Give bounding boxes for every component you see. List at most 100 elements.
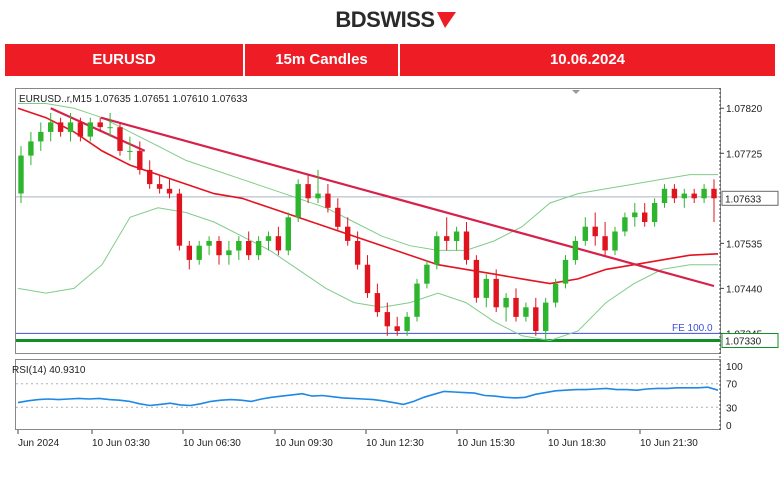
brand-arrow-icon [437, 12, 456, 28]
candle-body [265, 236, 272, 241]
candle-body [444, 236, 450, 241]
candle-body [642, 212, 648, 222]
y-tick-label: 1.07535 [726, 239, 763, 250]
candle-body [661, 188, 668, 203]
fe-level-label: FE 100.0 [672, 323, 713, 334]
candle-body [216, 241, 222, 256]
candle-body [18, 155, 24, 194]
candle-body [572, 241, 579, 260]
candle-body [434, 236, 440, 265]
candle-body [513, 297, 519, 317]
candle-body [503, 297, 509, 308]
candle-body [582, 226, 588, 241]
rsi-line [17, 386, 719, 407]
price-legend: EURUSD..r,M15 1.07635 1.07651 1.07610 1.… [19, 94, 248, 105]
candle-body [147, 169, 153, 185]
price-tag-label: 1.07633 [725, 194, 762, 205]
candle-body [137, 150, 143, 170]
price-tag-box [721, 190, 779, 206]
candle-body [364, 264, 371, 294]
price-tag-box [721, 333, 779, 349]
candle-body [127, 150, 133, 152]
candle-body [236, 241, 242, 251]
candle-body [77, 122, 84, 137]
moving-average-line [17, 107, 719, 285]
candle-body [394, 326, 400, 331]
candle-body [87, 122, 93, 137]
candle-body [156, 184, 163, 189]
fan-line [50, 107, 146, 152]
candle-body [671, 188, 678, 199]
rsi-legend: RSI(14) 40.9310 [12, 365, 86, 376]
candle-body [335, 207, 341, 227]
banner-date: 10.06.2024 [549, 51, 626, 68]
candle-body [97, 122, 103, 128]
banner-timeframe: 15m Candles [245, 44, 400, 76]
x-tick-label: Jun 2024 [18, 438, 60, 449]
price-tag: 1.07633 [721, 190, 779, 206]
candle-body [612, 231, 618, 251]
rsi-tick-label: 0 [726, 421, 732, 432]
candle-body [533, 307, 539, 331]
candle-body [424, 264, 430, 284]
candle-body [473, 259, 480, 298]
chart-info-banner: EURUSD 15m Candles 10.06.2024 [5, 44, 775, 76]
candle-body [117, 127, 123, 151]
x-tick-label: 10 Jun 21:30 [640, 438, 698, 449]
candle-body [226, 250, 232, 256]
candle-body [592, 226, 598, 237]
candle-body [305, 184, 311, 199]
x-tick-label: 10 Jun 12:30 [366, 438, 424, 449]
candle-body [166, 188, 173, 194]
candle-body [711, 188, 717, 199]
candle-body [384, 312, 390, 327]
candle-body [186, 245, 192, 260]
brand-logo-text: BDSWISS [335, 7, 434, 32]
candle-body [453, 231, 460, 241]
descending-trendline [100, 116, 715, 288]
x-tick-label: 10 Jun 09:30 [275, 438, 333, 449]
candle-body [315, 193, 321, 199]
candle-body [602, 236, 608, 251]
x-tick-label: 10 Jun 03:30 [92, 438, 150, 449]
y-tick-label: 1.07820 [726, 104, 763, 115]
y-tick-label: 1.07440 [726, 284, 763, 295]
candle-body [325, 193, 331, 208]
candle-body [701, 188, 707, 199]
candle-body [275, 236, 282, 251]
candle-body [651, 203, 658, 222]
bollinger-upper-line [18, 103, 718, 251]
candle-body [255, 241, 262, 256]
candle-body [552, 283, 559, 303]
candle-body [246, 241, 252, 256]
candle-body [622, 217, 628, 232]
candle-body [48, 122, 54, 132]
candle-body [632, 212, 638, 218]
dropdown-marker-icon [572, 90, 580, 94]
candle-body [295, 184, 301, 218]
candle-body [28, 141, 34, 156]
candle-body [483, 278, 489, 298]
candle-body [345, 226, 351, 241]
candle-body [562, 259, 569, 284]
candle-body [523, 307, 529, 317]
candle-body [691, 193, 697, 199]
candle-body [493, 278, 499, 308]
candle-body [206, 241, 212, 246]
price-tag: 1.07330 [721, 333, 779, 349]
candle-body [681, 193, 687, 199]
candle-body [374, 293, 381, 313]
rsi-tick-label: 100 [726, 362, 743, 373]
candle-body [543, 302, 549, 331]
price-chart: 100 70 30 0 1.07820 1.07725 1.07633 1.07535 1.0… [12, 88, 779, 449]
candle-body [176, 193, 183, 246]
candle-body [414, 283, 420, 317]
bollinger-lower-line [17, 207, 718, 342]
brand-header: BDSWISS [335, 7, 456, 32]
candle-body [285, 217, 291, 251]
y-tick-label: 1.07725 [726, 149, 763, 160]
candle-body [38, 131, 44, 142]
candle-body [404, 316, 410, 331]
x-tick-label: 10 Jun 15:30 [457, 438, 515, 449]
candle-body [67, 122, 74, 132]
